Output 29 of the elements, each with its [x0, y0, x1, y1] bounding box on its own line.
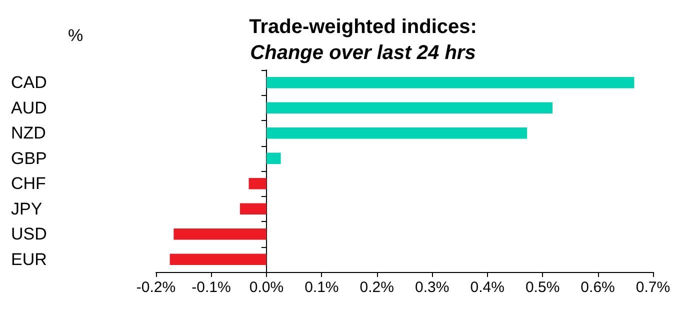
y-tick-label: CAD — [11, 73, 47, 92]
y-axis-title: % — [68, 26, 84, 45]
y-tick-label: EUR — [11, 250, 47, 269]
bar — [266, 127, 528, 139]
bar — [170, 254, 266, 266]
bar — [174, 228, 266, 240]
y-tick-label: USD — [11, 224, 47, 244]
x-tick-label: 0.3% — [415, 279, 450, 296]
y-tick-label: CHF — [11, 174, 46, 194]
x-tick-label: 0.4% — [470, 279, 504, 296]
bar — [240, 203, 266, 215]
x-tick-label: 0.1% — [304, 279, 339, 296]
y-tick-label: AUD — [11, 98, 47, 118]
chart-subtitle: Change over last 24 hrs — [250, 42, 476, 64]
x-tick-label: 0.7% — [636, 279, 670, 296]
x-tick-label: 0.0% — [249, 279, 284, 296]
y-tick-label: GBP — [11, 148, 47, 168]
bar — [266, 76, 634, 88]
bar — [266, 102, 552, 114]
bar — [266, 152, 281, 164]
bar — [248, 178, 266, 190]
x-tick-label: 0.2% — [360, 279, 394, 296]
x-tick-label: -0.1% — [192, 279, 231, 296]
y-tick-label: NZD — [11, 124, 46, 143]
chart-title: Trade-weighted indices: — [249, 16, 477, 38]
x-tick-label: 0.5% — [525, 279, 560, 296]
x-tick-label: -0.2% — [136, 279, 176, 296]
x-tick-label: 0.6% — [580, 279, 615, 296]
y-tick-label: JPY — [11, 199, 42, 218]
